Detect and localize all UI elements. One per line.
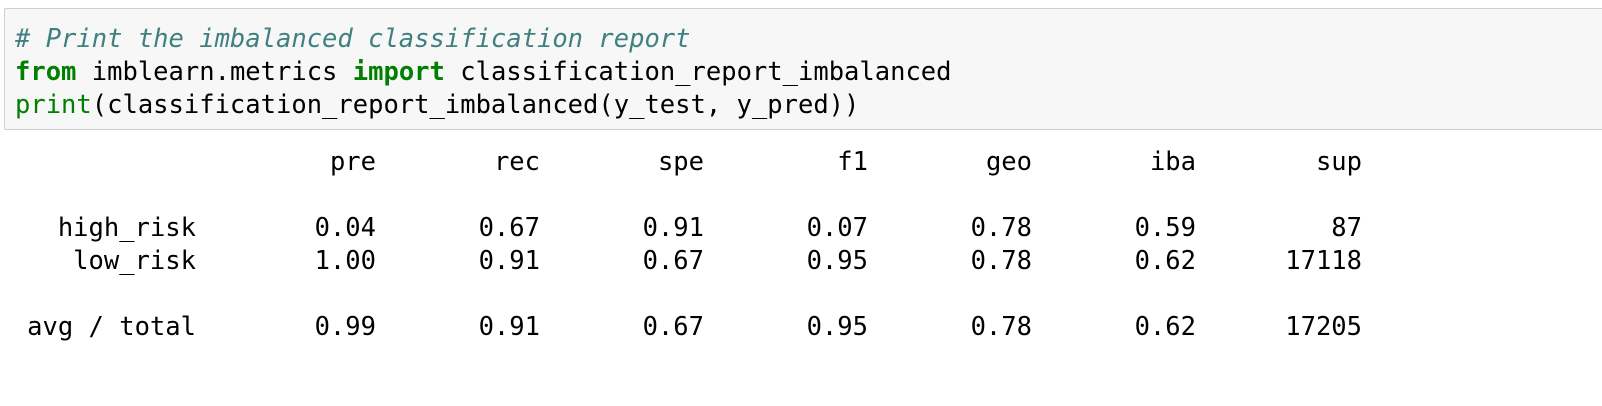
table-cell: 0.67 (478, 213, 540, 243)
table-cell: 0.91 (478, 312, 540, 342)
table-cell: 0.78 (970, 213, 1032, 243)
column-header-pre: pre (329, 147, 376, 177)
table-cell: 0.67 (642, 246, 704, 276)
code-cell-input[interactable]: # Print the imbalanced classification re… (4, 8, 1602, 130)
table-cell: 0.62 (1134, 246, 1196, 276)
table-cell: 0.99 (314, 312, 376, 342)
column-header-iba: iba (1149, 147, 1196, 177)
column-header-rec: rec (493, 147, 540, 177)
table-cell: 0.78 (970, 312, 1032, 342)
keyword-import: import (352, 57, 445, 87)
row-label-low-risk: low_risk (73, 246, 196, 276)
column-header-geo: geo (985, 147, 1032, 177)
code-line-import: from imblearn.metrics import classificat… (15, 56, 952, 89)
table-cell: 17205 (1285, 312, 1362, 342)
builtin-print: print (15, 90, 92, 120)
column-header-sup: sup (1315, 147, 1362, 177)
table-cell: 87 (1331, 213, 1362, 243)
row-label-avg-total: avg / total (27, 312, 196, 342)
module-name: imblearn.metrics (76, 57, 353, 87)
table-cell: 0.95 (806, 246, 868, 276)
code-line-print: print(classification_report_imbalanced(y… (15, 89, 859, 122)
print-arguments: (classification_report_imbalanced(y_test… (91, 90, 860, 120)
code-line-comment: # Print the imbalanced classification re… (15, 23, 691, 56)
table-cell: 0.95 (806, 312, 868, 342)
column-header-spe: spe (657, 147, 704, 177)
table-cell: 0.91 (642, 213, 704, 243)
table-cell: 0.04 (314, 213, 376, 243)
imported-name: classification_report_imbalanced (444, 57, 952, 87)
column-header-f1: f1 (837, 147, 868, 177)
cell-output: pre rec spe f1 geo iba sup high_risk 0.0… (0, 130, 1602, 406)
table-cell: 0.78 (970, 246, 1032, 276)
table-cell: 0.91 (478, 246, 540, 276)
row-label-high-risk: high_risk (57, 213, 196, 243)
table-cell: 17118 (1285, 246, 1362, 276)
table-cell: 0.62 (1134, 312, 1196, 342)
table-cell: 0.59 (1134, 213, 1196, 243)
table-cell: 0.67 (642, 312, 704, 342)
table-cell: 0.07 (806, 213, 868, 243)
keyword-from: from (15, 57, 77, 87)
table-cell: 1.00 (314, 246, 376, 276)
code-comment: # Print the imbalanced classification re… (15, 24, 691, 54)
